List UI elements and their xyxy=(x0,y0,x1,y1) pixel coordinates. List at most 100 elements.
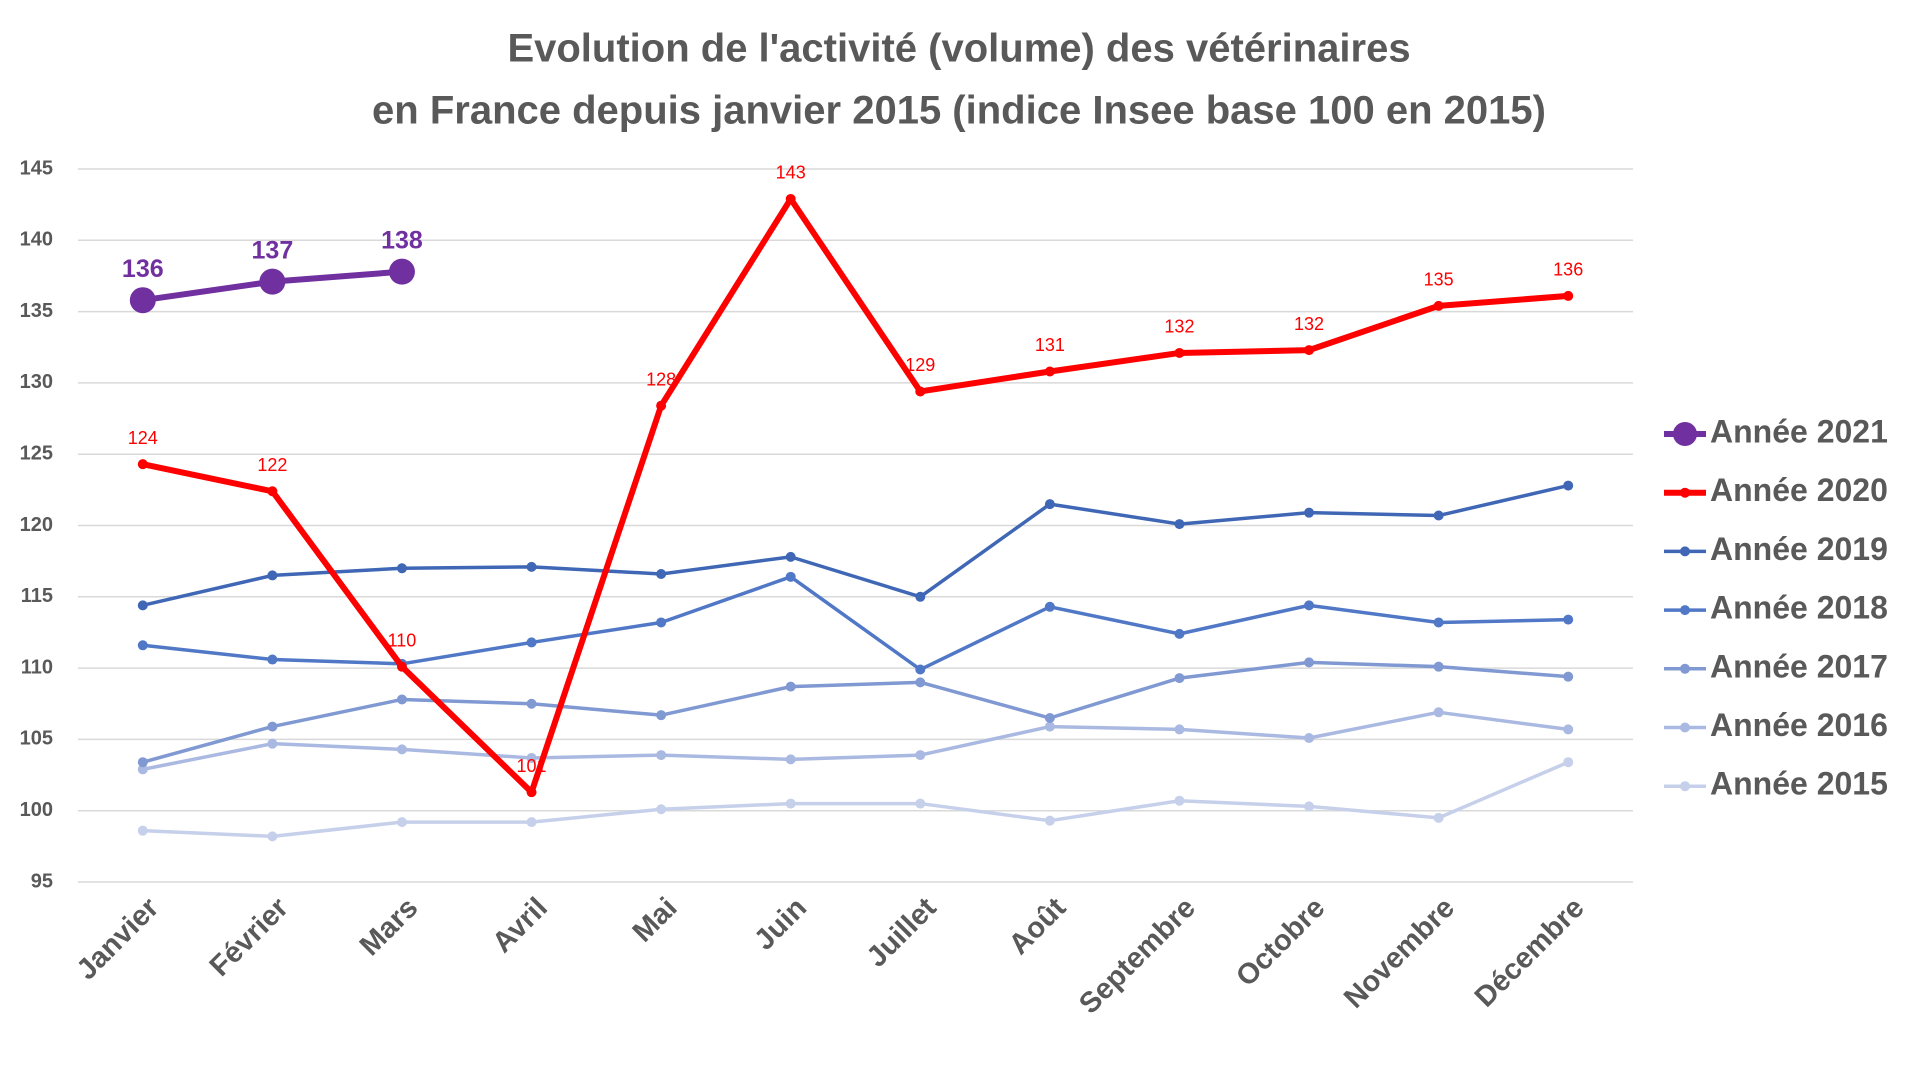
series-line xyxy=(142,760,1569,839)
legend-marker xyxy=(1680,781,1690,792)
data-label: 124 xyxy=(128,428,158,448)
y-tick-label: 140 xyxy=(20,229,53,251)
point xyxy=(1433,812,1444,823)
point xyxy=(1433,300,1444,311)
data-label: 128 xyxy=(646,369,676,389)
point xyxy=(785,798,796,809)
legend-marker xyxy=(1680,487,1690,498)
chart-title: Evolution de l'activité (volume) des vét… xyxy=(507,27,1410,71)
point xyxy=(656,710,667,721)
point xyxy=(1433,617,1444,628)
point xyxy=(1304,600,1315,611)
y-tick-label: 130 xyxy=(20,371,53,393)
point xyxy=(1044,815,1055,826)
point xyxy=(526,637,537,648)
point xyxy=(1433,661,1444,672)
point xyxy=(1044,713,1055,724)
point xyxy=(1304,801,1315,812)
data-label: 122 xyxy=(257,455,287,475)
point xyxy=(1044,499,1055,510)
point xyxy=(396,694,407,705)
series-line xyxy=(142,710,1569,772)
point xyxy=(1174,673,1185,684)
data-label: 136 xyxy=(1553,260,1583,280)
point xyxy=(267,486,278,497)
point xyxy=(396,744,407,755)
legend-label: Année 2021 xyxy=(1710,413,1888,449)
point xyxy=(267,570,278,581)
point xyxy=(1304,507,1315,518)
y-tick-label: 125 xyxy=(20,442,53,464)
point xyxy=(915,591,926,602)
point xyxy=(1563,671,1574,682)
point xyxy=(1044,366,1055,377)
point xyxy=(1304,657,1315,668)
point xyxy=(785,193,796,204)
point xyxy=(1174,795,1185,806)
data-label: 143 xyxy=(776,163,806,183)
point xyxy=(1563,724,1574,735)
point xyxy=(526,698,537,709)
data-label: 101 xyxy=(517,756,547,776)
point xyxy=(915,386,926,397)
point xyxy=(1563,290,1574,301)
legend-label: Année 2018 xyxy=(1710,590,1888,626)
y-tick-label: 100 xyxy=(20,799,53,821)
point xyxy=(396,563,407,574)
data-label: 129 xyxy=(905,355,935,375)
point xyxy=(1304,732,1315,743)
point xyxy=(915,750,926,761)
series-line xyxy=(142,483,1569,608)
point xyxy=(526,561,537,572)
point xyxy=(267,738,278,749)
point xyxy=(1174,519,1185,530)
chart-title: en France depuis janvier 2015 (indice In… xyxy=(372,89,1546,133)
point xyxy=(137,757,148,768)
y-tick-label: 120 xyxy=(20,514,53,536)
point xyxy=(915,798,926,809)
point xyxy=(1433,510,1444,521)
y-tick-label: 135 xyxy=(20,300,53,322)
point xyxy=(785,681,796,692)
point xyxy=(1174,628,1185,639)
legend-label: Année 2020 xyxy=(1710,472,1888,508)
point xyxy=(656,750,667,761)
point xyxy=(1304,345,1315,356)
point xyxy=(137,825,148,836)
point xyxy=(1433,707,1444,718)
point xyxy=(1044,721,1055,732)
point xyxy=(137,459,148,470)
legend-label: Année 2017 xyxy=(1710,648,1888,684)
point xyxy=(656,617,667,628)
data-label: 137 xyxy=(252,236,294,264)
data-label: 138 xyxy=(381,226,423,254)
point xyxy=(388,258,415,285)
point xyxy=(915,677,926,688)
point xyxy=(1174,724,1185,735)
point xyxy=(396,817,407,828)
point xyxy=(915,664,926,675)
legend-label: Année 2015 xyxy=(1710,766,1888,802)
point xyxy=(1563,757,1574,768)
point xyxy=(785,571,796,582)
legend-marker xyxy=(1680,546,1690,557)
data-label: 135 xyxy=(1424,270,1454,290)
legend-marker xyxy=(1680,722,1690,733)
point xyxy=(785,754,796,765)
y-tick-label: 145 xyxy=(20,157,53,179)
point xyxy=(267,654,278,665)
series-line xyxy=(142,575,1569,672)
point xyxy=(1174,347,1185,358)
point xyxy=(526,787,537,798)
y-tick-label: 105 xyxy=(20,728,53,750)
point xyxy=(526,752,537,763)
data-label: 132 xyxy=(1294,314,1324,334)
point xyxy=(1563,614,1574,625)
y-tick-label: 110 xyxy=(21,656,53,678)
series-line xyxy=(142,660,1569,764)
series-line xyxy=(142,195,1569,796)
point xyxy=(656,568,667,579)
point xyxy=(785,551,796,562)
